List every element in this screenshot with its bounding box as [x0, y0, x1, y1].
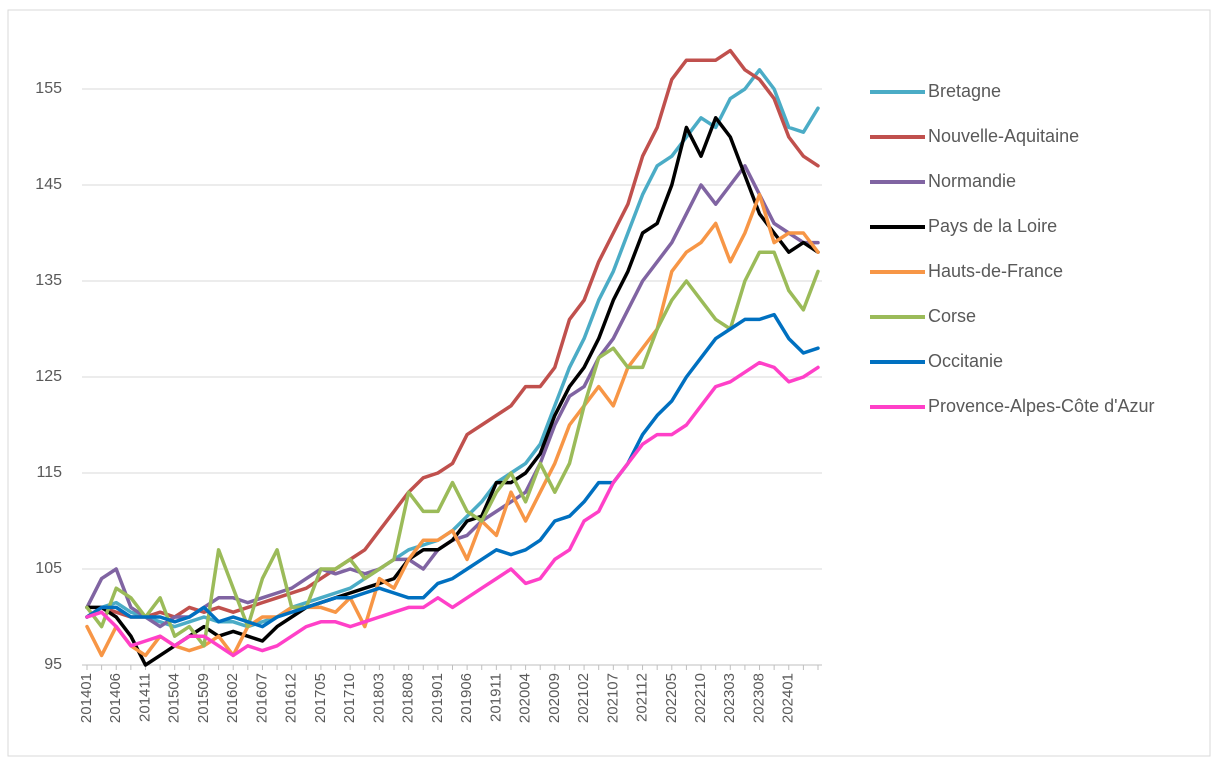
legend-label: Bretagne	[928, 81, 1001, 101]
y-tick-label: 105	[35, 560, 62, 577]
series-line	[85, 250, 820, 648]
legend-label: Corse	[928, 306, 976, 326]
x-tick-label: 201808	[400, 673, 417, 723]
x-tick-label: 201901	[429, 673, 446, 723]
legend-label: Hauts-de-France	[928, 261, 1063, 281]
y-tick-label: 95	[44, 656, 62, 673]
x-tick-label: 202308	[750, 673, 767, 723]
x-tick-label: 202009	[546, 673, 563, 723]
series-line	[85, 116, 820, 667]
x-tick-label: 201906	[458, 673, 475, 723]
x-tick-label: 201911	[487, 673, 504, 722]
y-tick-label: 115	[36, 464, 62, 481]
y-tick-label: 125	[35, 368, 62, 385]
x-tick-label: 201607	[253, 673, 270, 723]
x-tick-label: 201612	[283, 673, 300, 723]
series-line	[85, 192, 820, 658]
x-tick-label: 202401	[780, 673, 797, 723]
x-tick-label: 202102	[575, 673, 592, 723]
x-tick-label: 202107	[604, 673, 621, 723]
x-tick-label: 202205	[663, 673, 680, 723]
series-line	[85, 312, 820, 629]
y-tick-label: 135	[35, 272, 62, 289]
x-tick-label: 201504	[166, 673, 183, 723]
legend-label: Nouvelle-Aquitaine	[928, 126, 1079, 146]
chart-frame	[7, 9, 1211, 757]
y-tick-label: 155	[35, 80, 62, 97]
x-tick-label: 202004	[517, 673, 534, 723]
x-tick-label: 202210	[692, 673, 709, 723]
x-tick-label: 202303	[721, 673, 738, 723]
x-tick-label: 201710	[341, 673, 358, 723]
legend-label: Provence-Alpes-Côte d'Azur	[928, 396, 1155, 416]
legend-label: Occitanie	[928, 351, 1003, 371]
x-tick-label: 201602	[224, 673, 241, 723]
x-tick-label: 201803	[370, 673, 387, 723]
x-tick-label: 201406	[107, 673, 124, 723]
x-tick-label: 201401	[78, 673, 95, 723]
series-line	[85, 360, 820, 658]
legend-label: Normandie	[928, 171, 1016, 191]
x-tick-label: 201411	[136, 673, 153, 722]
legend-label: Pays de la Loire	[928, 216, 1057, 236]
x-tick-label: 202112	[634, 673, 651, 722]
y-tick-label: 145	[35, 176, 62, 193]
x-tick-label: 201705	[312, 673, 329, 723]
x-tick-label: 201509	[195, 673, 212, 723]
